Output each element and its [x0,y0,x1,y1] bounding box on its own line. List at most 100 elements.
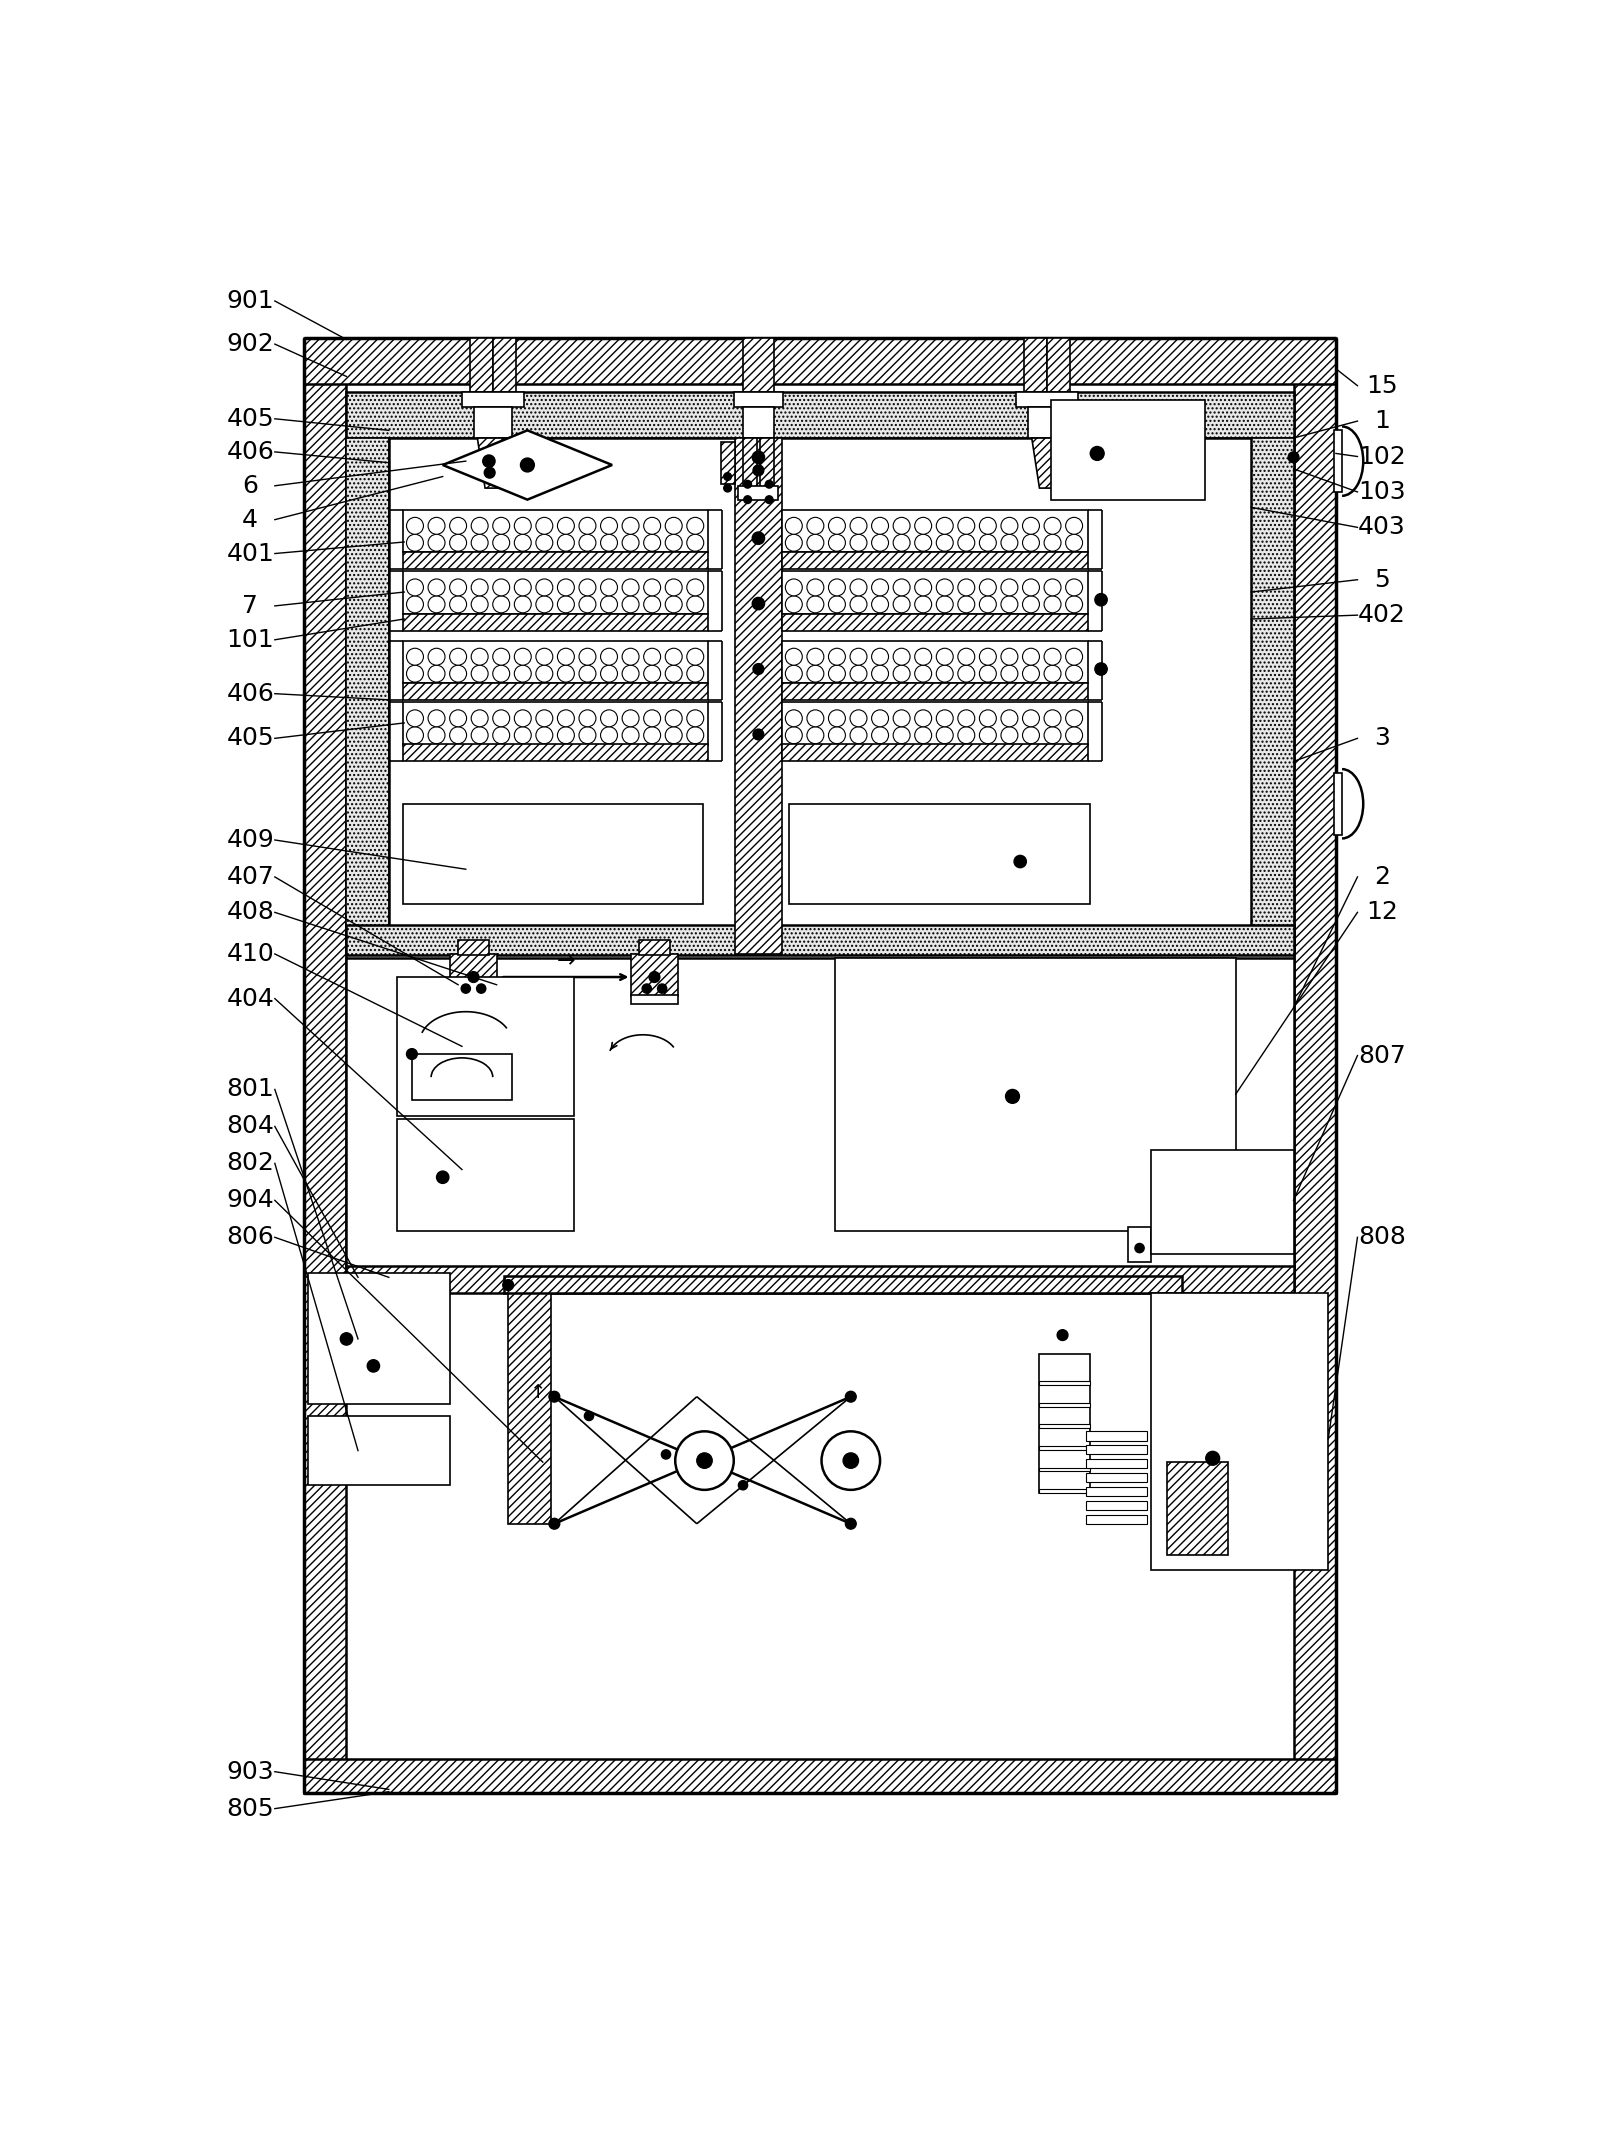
Bar [403,703,709,745]
Circle shape [661,1450,670,1459]
Text: 902: 902 [226,331,274,357]
Circle shape [485,468,494,478]
Text: 403: 403 [1358,515,1406,540]
Circle shape [493,726,510,743]
Circle shape [450,664,467,681]
Circle shape [850,647,867,664]
Bar [403,613,709,630]
Circle shape [470,579,488,596]
Circle shape [483,455,494,468]
Circle shape [754,728,763,739]
Circle shape [429,647,445,664]
Bar [1051,399,1205,500]
Polygon shape [1032,438,1062,489]
Circle shape [723,485,731,491]
Bar [1016,391,1078,408]
Circle shape [979,596,997,613]
Circle shape [557,596,574,613]
Bar [1086,1446,1147,1455]
Circle shape [845,1519,856,1529]
Circle shape [341,1333,352,1346]
Circle shape [1094,662,1107,675]
Bar [1086,1431,1147,1440]
Circle shape [1002,709,1018,726]
Circle shape [936,517,954,534]
Circle shape [915,517,931,534]
Bar [789,803,1090,904]
Circle shape [806,579,824,596]
Circle shape [893,596,910,613]
Bar [781,551,1088,568]
Circle shape [470,647,488,664]
Bar [1046,337,1070,391]
Circle shape [821,1431,880,1491]
Circle shape [557,647,574,664]
Circle shape [650,972,659,983]
Circle shape [666,664,682,681]
Circle shape [744,481,752,489]
Circle shape [786,647,802,664]
Circle shape [493,647,510,664]
Circle shape [872,726,888,743]
Circle shape [406,579,424,596]
Text: 101: 101 [226,628,274,651]
Circle shape [1045,709,1061,726]
Circle shape [514,726,531,743]
Bar [1128,1228,1150,1262]
Circle shape [936,726,954,743]
Circle shape [622,579,638,596]
Circle shape [600,579,618,596]
Circle shape [429,534,445,551]
Circle shape [1066,579,1083,596]
Circle shape [1066,709,1083,726]
Text: 409: 409 [226,829,274,852]
Text: 15: 15 [1366,374,1398,397]
Circle shape [893,647,910,664]
Circle shape [979,709,997,726]
Circle shape [450,517,467,534]
Circle shape [470,709,488,726]
Bar [403,641,709,684]
Circle shape [406,726,424,743]
Bar [451,955,496,995]
Text: 7: 7 [242,594,258,617]
Circle shape [1002,726,1018,743]
Circle shape [893,709,910,726]
Circle shape [850,517,867,534]
Text: 410: 410 [226,942,274,965]
Circle shape [958,596,974,613]
Circle shape [872,647,888,664]
Circle shape [850,534,867,551]
Circle shape [686,517,704,534]
Circle shape [958,647,974,664]
Circle shape [493,579,510,596]
Circle shape [493,517,510,534]
Circle shape [686,664,704,681]
Circle shape [579,726,595,743]
Circle shape [1022,709,1040,726]
Circle shape [1066,664,1083,681]
Text: ↑: ↑ [530,1384,546,1403]
Text: 406: 406 [226,681,274,705]
Circle shape [872,579,888,596]
Bar [307,1273,451,1403]
Circle shape [686,596,704,613]
Bar [638,940,670,955]
Circle shape [477,985,486,993]
Bar [509,1286,550,1523]
Circle shape [958,579,974,596]
Circle shape [600,534,618,551]
Circle shape [1002,596,1018,613]
Circle shape [979,664,997,681]
Text: 4: 4 [242,508,258,532]
Circle shape [1206,1450,1219,1465]
Circle shape [936,709,954,726]
Circle shape [643,726,661,743]
Bar [781,745,1088,760]
Circle shape [666,647,682,664]
Circle shape [1066,726,1083,743]
Bar [742,408,774,438]
Circle shape [1066,596,1083,613]
Circle shape [502,1279,514,1290]
Bar [403,684,709,701]
